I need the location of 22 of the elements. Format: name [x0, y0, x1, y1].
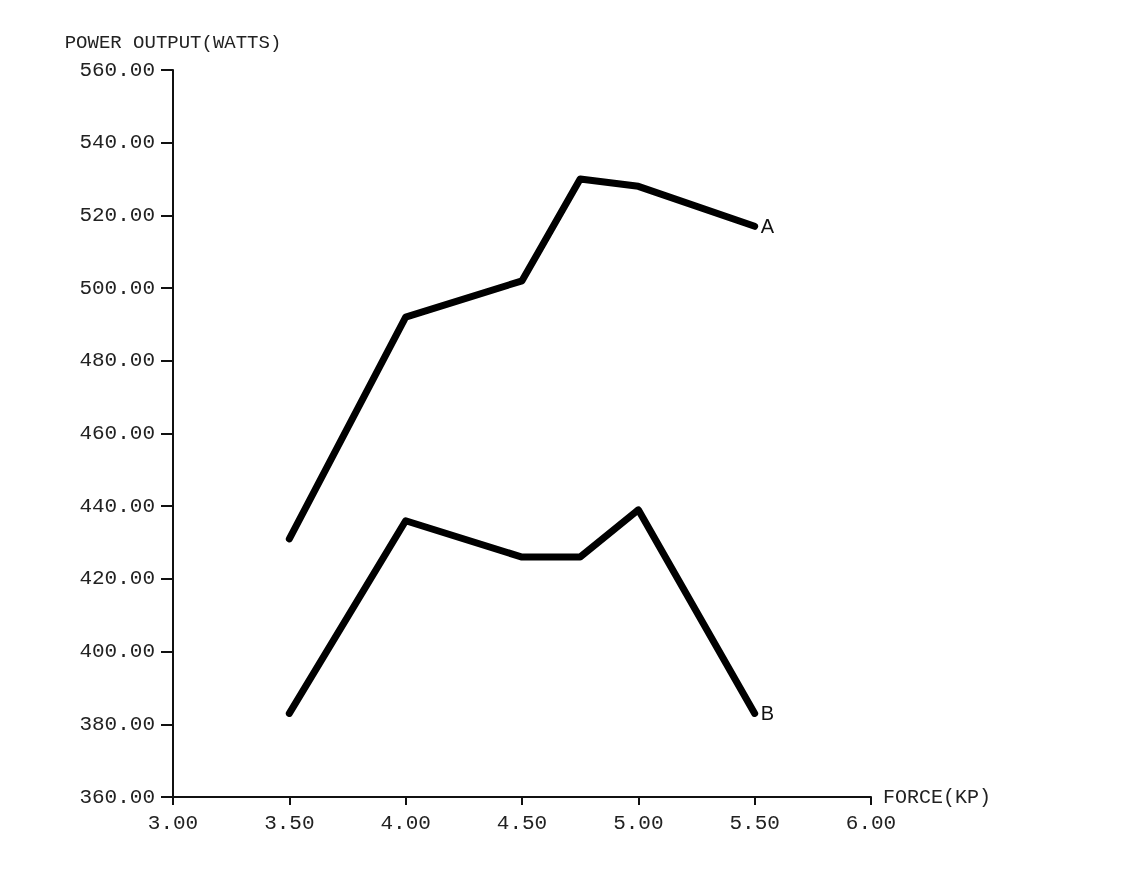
series-label: B — [760, 702, 775, 725]
y-tick-label: 540.00 — [79, 131, 155, 155]
y-tick-label: 560.00 — [79, 58, 155, 82]
y-tick-label: 360.00 — [79, 785, 155, 809]
x-axis-title: FORCE(KP) — [883, 785, 992, 809]
y-tick-label: 440.00 — [79, 494, 155, 518]
x-tick-label: 5.50 — [729, 812, 780, 835]
y-tick-label: 380.00 — [79, 712, 155, 736]
y-tick-label: 500.00 — [79, 276, 155, 300]
y-tick-label: 400.00 — [79, 640, 155, 664]
x-tick-label: 6.00 — [845, 812, 897, 835]
series-label: A — [760, 215, 775, 238]
y-tick-label: 480.00 — [79, 349, 155, 373]
x-tick-label: 3.00 — [147, 812, 199, 835]
y-tick-label: 460.00 — [79, 422, 155, 445]
x-tick-label: 5.00 — [613, 812, 664, 835]
y-tick-label: 420.00 — [79, 567, 155, 591]
y-tick-label: 520.00 — [79, 203, 155, 227]
x-tick-label: 4.50 — [496, 812, 548, 835]
y-axis-title: POWER OUTPUT(WATTS) — [64, 31, 282, 54]
x-tick-label: 4.00 — [380, 812, 431, 835]
x-tick-label: 3.50 — [264, 812, 315, 835]
